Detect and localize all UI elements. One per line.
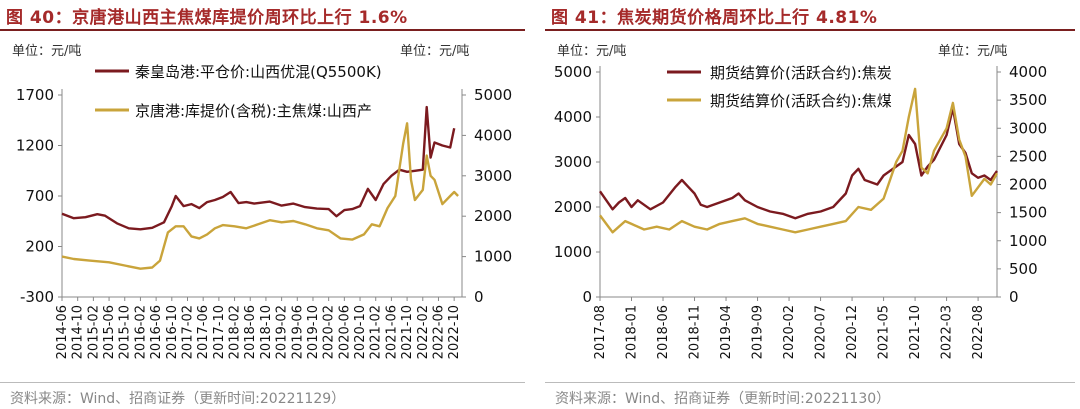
series-line-dark [61, 105, 456, 231]
x-tick-label: 2021-05 [877, 305, 892, 359]
x-tick-label: 2021-02 [369, 305, 384, 359]
legend-label-gold: 期货结算价(活跃合约):焦煤 [710, 92, 892, 110]
left-source-note: 资料来源：Wind、招商证券（更新时间:20221129） [10, 391, 346, 407]
y-left-tick-label: -300 [20, 288, 54, 306]
y-right-tick-label: 0 [1009, 288, 1019, 306]
x-tick-label: 2022-08 [971, 305, 986, 359]
y-left-tick-label: 1700 [16, 86, 54, 104]
left-chart-svg: -300 200 700 1200 1700 0 1000 2000 3000 4000 5000 2… [16, 63, 512, 359]
x-tick-label: 2018-01 [625, 305, 640, 359]
right-chart-title: 图 41：焦炭期货价格周环比上行 4.81% [551, 8, 878, 28]
y-right-tick-label: 1500 [1009, 204, 1047, 222]
x-tick-label: 2014-10 [71, 305, 86, 359]
y-right-tick-label: 3000 [474, 167, 512, 185]
y-left-tick-label: 2000 [554, 198, 592, 216]
y-left-tick-label: 5000 [554, 63, 592, 81]
legend-label-gold: 京唐港:库提价(含税):主焦煤:山西产 [135, 102, 372, 120]
left-source-rule [0, 382, 525, 383]
y-left-tick-label: 700 [25, 187, 54, 205]
x-tick-label: 2020-02 [782, 305, 797, 359]
x-tick-label: 2018-06 [656, 305, 671, 359]
y-left-tick-label: 1200 [16, 137, 54, 155]
legend-label-dark: 期货结算价(活跃合约):焦炭 [710, 64, 892, 82]
y-right-tick-label: 0 [474, 288, 484, 306]
left-unit-right: 单位：元/吨 [400, 44, 470, 59]
right-unit-left: 单位：元/吨 [557, 44, 627, 59]
x-tick-label: 2017-10 [212, 305, 227, 359]
left-title-rule [0, 29, 525, 31]
y-right-tick-label: 3500 [1009, 91, 1047, 109]
x-tick-label: 2017-08 [593, 305, 608, 359]
right-title-rule [545, 29, 1075, 31]
y-right-tick-label: 1000 [474, 248, 512, 266]
x-tick-label: 2019-09 [751, 305, 766, 359]
right-source-rule [545, 382, 1075, 383]
x-tick-label: 2022-02 [416, 305, 431, 359]
x-tick-label: 2019-06 [290, 305, 305, 359]
y-right-tick-label: 500 [1009, 260, 1038, 278]
x-tick-label: 2016-02 [133, 305, 148, 359]
x-tick-label: 2015-10 [118, 305, 133, 359]
x-tick-label: 2019-02 [275, 305, 290, 359]
y-right-tick-label: 5000 [474, 86, 512, 104]
y-right-tick-label: 2500 [1009, 147, 1047, 165]
x-tick-label: 2022-06 [431, 305, 446, 359]
x-tick-label: 2017-06 [196, 305, 211, 359]
right-unit-right: 单位：元/吨 [938, 44, 1008, 59]
right-chart-svg: 0 1000 2000 3000 4000 5000 0 500 1000 1500 2000 250… [554, 63, 1047, 359]
x-tick-label: 2020-07 [814, 305, 829, 359]
legend-label-dark: 秦皇岛港:平仓价:山西优混(Q5500K) [135, 63, 382, 81]
x-tick-label: 2020-02 [322, 305, 337, 359]
x-tick-label: 2021-10 [400, 305, 415, 359]
right-source-note: 资料来源：Wind、招商证券（更新时间:20221130） [555, 391, 891, 407]
x-tick-label: 2020-12 [845, 305, 860, 359]
y-right-tick-label: 4000 [474, 126, 512, 144]
x-tick-label: 2018-06 [243, 305, 258, 359]
y-right-tick-label: 3000 [1009, 119, 1047, 137]
y-left-tick-label: 200 [25, 238, 54, 256]
y-left-tick-label: 3000 [554, 153, 592, 171]
y-right-tick-label: 1000 [1009, 232, 1047, 250]
x-tick-label: 2018-10 [259, 305, 274, 359]
x-tick-label: 2014-06 [55, 305, 70, 359]
right-chart-panel: 图 41：焦炭期货价格周环比上行 4.81% 单位：元/吨 单位：元/吨 0 10… [545, 0, 1080, 409]
y-left-tick-label: 4000 [554, 108, 592, 126]
x-tick-label: 2022-03 [940, 305, 955, 359]
series-line-dark [599, 106, 998, 220]
series-line-gold [599, 87, 999, 234]
x-tick-label: 2019-10 [306, 305, 321, 359]
y-left-tick-label: 0 [582, 288, 592, 306]
y-right-tick-label: 2000 [1009, 176, 1047, 194]
x-tick-label: 2019-04 [719, 305, 734, 359]
x-tick-label: 2015-02 [86, 305, 101, 359]
y-left-tick-label: 1000 [554, 243, 592, 261]
x-tick-label: 2016-10 [165, 305, 180, 359]
x-tick-label: 2021-06 [384, 305, 399, 359]
x-tick-label: 2016-06 [149, 305, 164, 359]
left-unit-left: 单位：元/吨 [12, 44, 82, 59]
x-tick-label: 2018-11 [688, 305, 703, 359]
left-chart-panel: 图 40：京唐港山西主焦煤库提价周环比上行 1.6% 单位：元/吨 单位：元/吨… [0, 0, 535, 409]
x-tick-label: 2020-10 [353, 305, 368, 359]
x-tick-label: 2015-06 [102, 305, 117, 359]
x-tick-label: 2021-10 [908, 305, 923, 359]
x-tick-label: 2020-06 [337, 305, 352, 359]
x-tick-label: 2022-10 [447, 305, 462, 359]
y-right-tick-label: 2000 [474, 207, 512, 225]
left-chart-title: 图 40：京唐港山西主焦煤库提价周环比上行 1.6% [6, 8, 408, 28]
y-right-tick-label: 4000 [1009, 63, 1047, 81]
x-tick-label: 2018-02 [228, 305, 243, 359]
series-line-gold [61, 122, 459, 270]
x-tick-label: 2017-02 [180, 305, 195, 359]
